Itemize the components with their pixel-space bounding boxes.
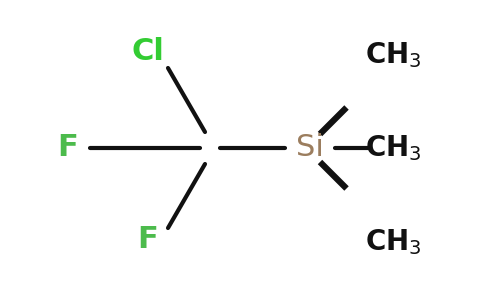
- Text: CH$_3$: CH$_3$: [365, 133, 422, 163]
- Text: Si: Si: [296, 134, 324, 163]
- Text: F: F: [58, 134, 78, 163]
- Text: CH$_3$: CH$_3$: [365, 40, 422, 70]
- Text: CH$_3$: CH$_3$: [365, 227, 422, 257]
- Text: Cl: Cl: [132, 38, 165, 67]
- Text: F: F: [137, 226, 158, 254]
